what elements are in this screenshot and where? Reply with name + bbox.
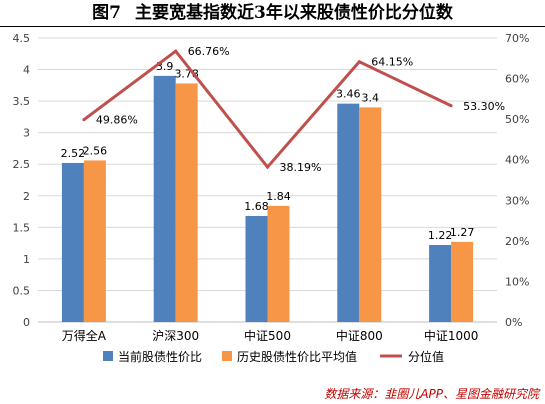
historic-bar (451, 241, 474, 322)
bar-data-label: 1.22 (428, 229, 453, 242)
percentile-data-label: 38.19% (280, 161, 322, 174)
y2-tick-label: 50% (505, 113, 529, 126)
legend-swatch (103, 351, 113, 361)
bar-data-label: 1.68 (244, 200, 269, 213)
figure-title-text: 主要宽基指数近3年以来股债性价比分位数 (135, 3, 453, 23)
bar-data-label: 2.56 (83, 144, 108, 157)
current-bar (429, 245, 452, 322)
y-tick-label: 4.5 (13, 32, 31, 45)
percentile-point (82, 118, 86, 122)
title-rule (0, 26, 545, 27)
bar-data-label: 1.27 (450, 226, 475, 239)
bar-data-label: 3.4 (362, 91, 380, 104)
legend-swatch (222, 351, 232, 361)
legend-label: 历史股债性价比平均值 (237, 349, 357, 364)
y-tick-label: 2.5 (13, 158, 31, 171)
historic-bar (175, 83, 198, 322)
historic-bar (83, 160, 106, 322)
percentile-point (266, 165, 269, 169)
percentile-data-label: 66.76% (188, 45, 230, 58)
y-tick-label: 3 (23, 127, 30, 140)
x-tick-label: 中证1000 (424, 328, 479, 343)
current-bar (337, 103, 360, 322)
x-tick-label: 万得全A (62, 328, 107, 343)
x-tick-label: 中证500 (244, 328, 291, 343)
current-bar (61, 162, 84, 322)
percentile-point (449, 104, 453, 108)
historic-bar (359, 107, 382, 322)
x-tick-label: 沪深300 (152, 329, 199, 343)
data-source: 数据来源：韭圈儿APP、星图金融研究院 (324, 387, 539, 401)
current-bar (245, 215, 268, 322)
percentile-data-label: 49.86% (96, 114, 138, 127)
legend-label: 分位值 (408, 349, 444, 364)
y2-tick-label: 20% (505, 235, 529, 248)
figure-title: 图7 主要宽基指数近3年以来股债性价比分位数 (0, 2, 545, 24)
y2-tick-label: 40% (505, 154, 529, 167)
y-tick-label: 2 (23, 190, 30, 203)
historic-bar (267, 205, 290, 322)
percentile-point (174, 49, 178, 53)
y2-tick-label: 60% (505, 73, 529, 86)
bar-data-label: 2.52 (61, 147, 86, 160)
percentile-data-label: 53.30% (463, 100, 505, 113)
current-bar (153, 75, 176, 322)
y-tick-label: 0 (23, 316, 30, 329)
y-tick-label: 3.5 (13, 95, 31, 108)
figure-number: 图7 (92, 3, 121, 23)
y2-tick-label: 70% (505, 32, 529, 45)
y-tick-label: 0.5 (13, 284, 31, 297)
bar-data-label: 3.9 (156, 60, 174, 73)
y-tick-label: 1.5 (13, 221, 31, 234)
legend-label: 当前股债性价比 (118, 349, 202, 364)
y2-tick-label: 10% (505, 275, 529, 288)
y-tick-label: 1 (23, 253, 30, 266)
bar-data-label: 3.46 (336, 88, 361, 101)
percentile-data-label: 64.15% (371, 56, 413, 69)
percentile-point (357, 60, 361, 64)
y-tick-label: 4 (23, 64, 30, 77)
x-tick-label: 中证800 (336, 328, 383, 343)
y2-tick-label: 30% (505, 194, 529, 207)
bar-data-label: 1.84 (266, 190, 291, 203)
y2-tick-label: 0% (505, 316, 522, 329)
